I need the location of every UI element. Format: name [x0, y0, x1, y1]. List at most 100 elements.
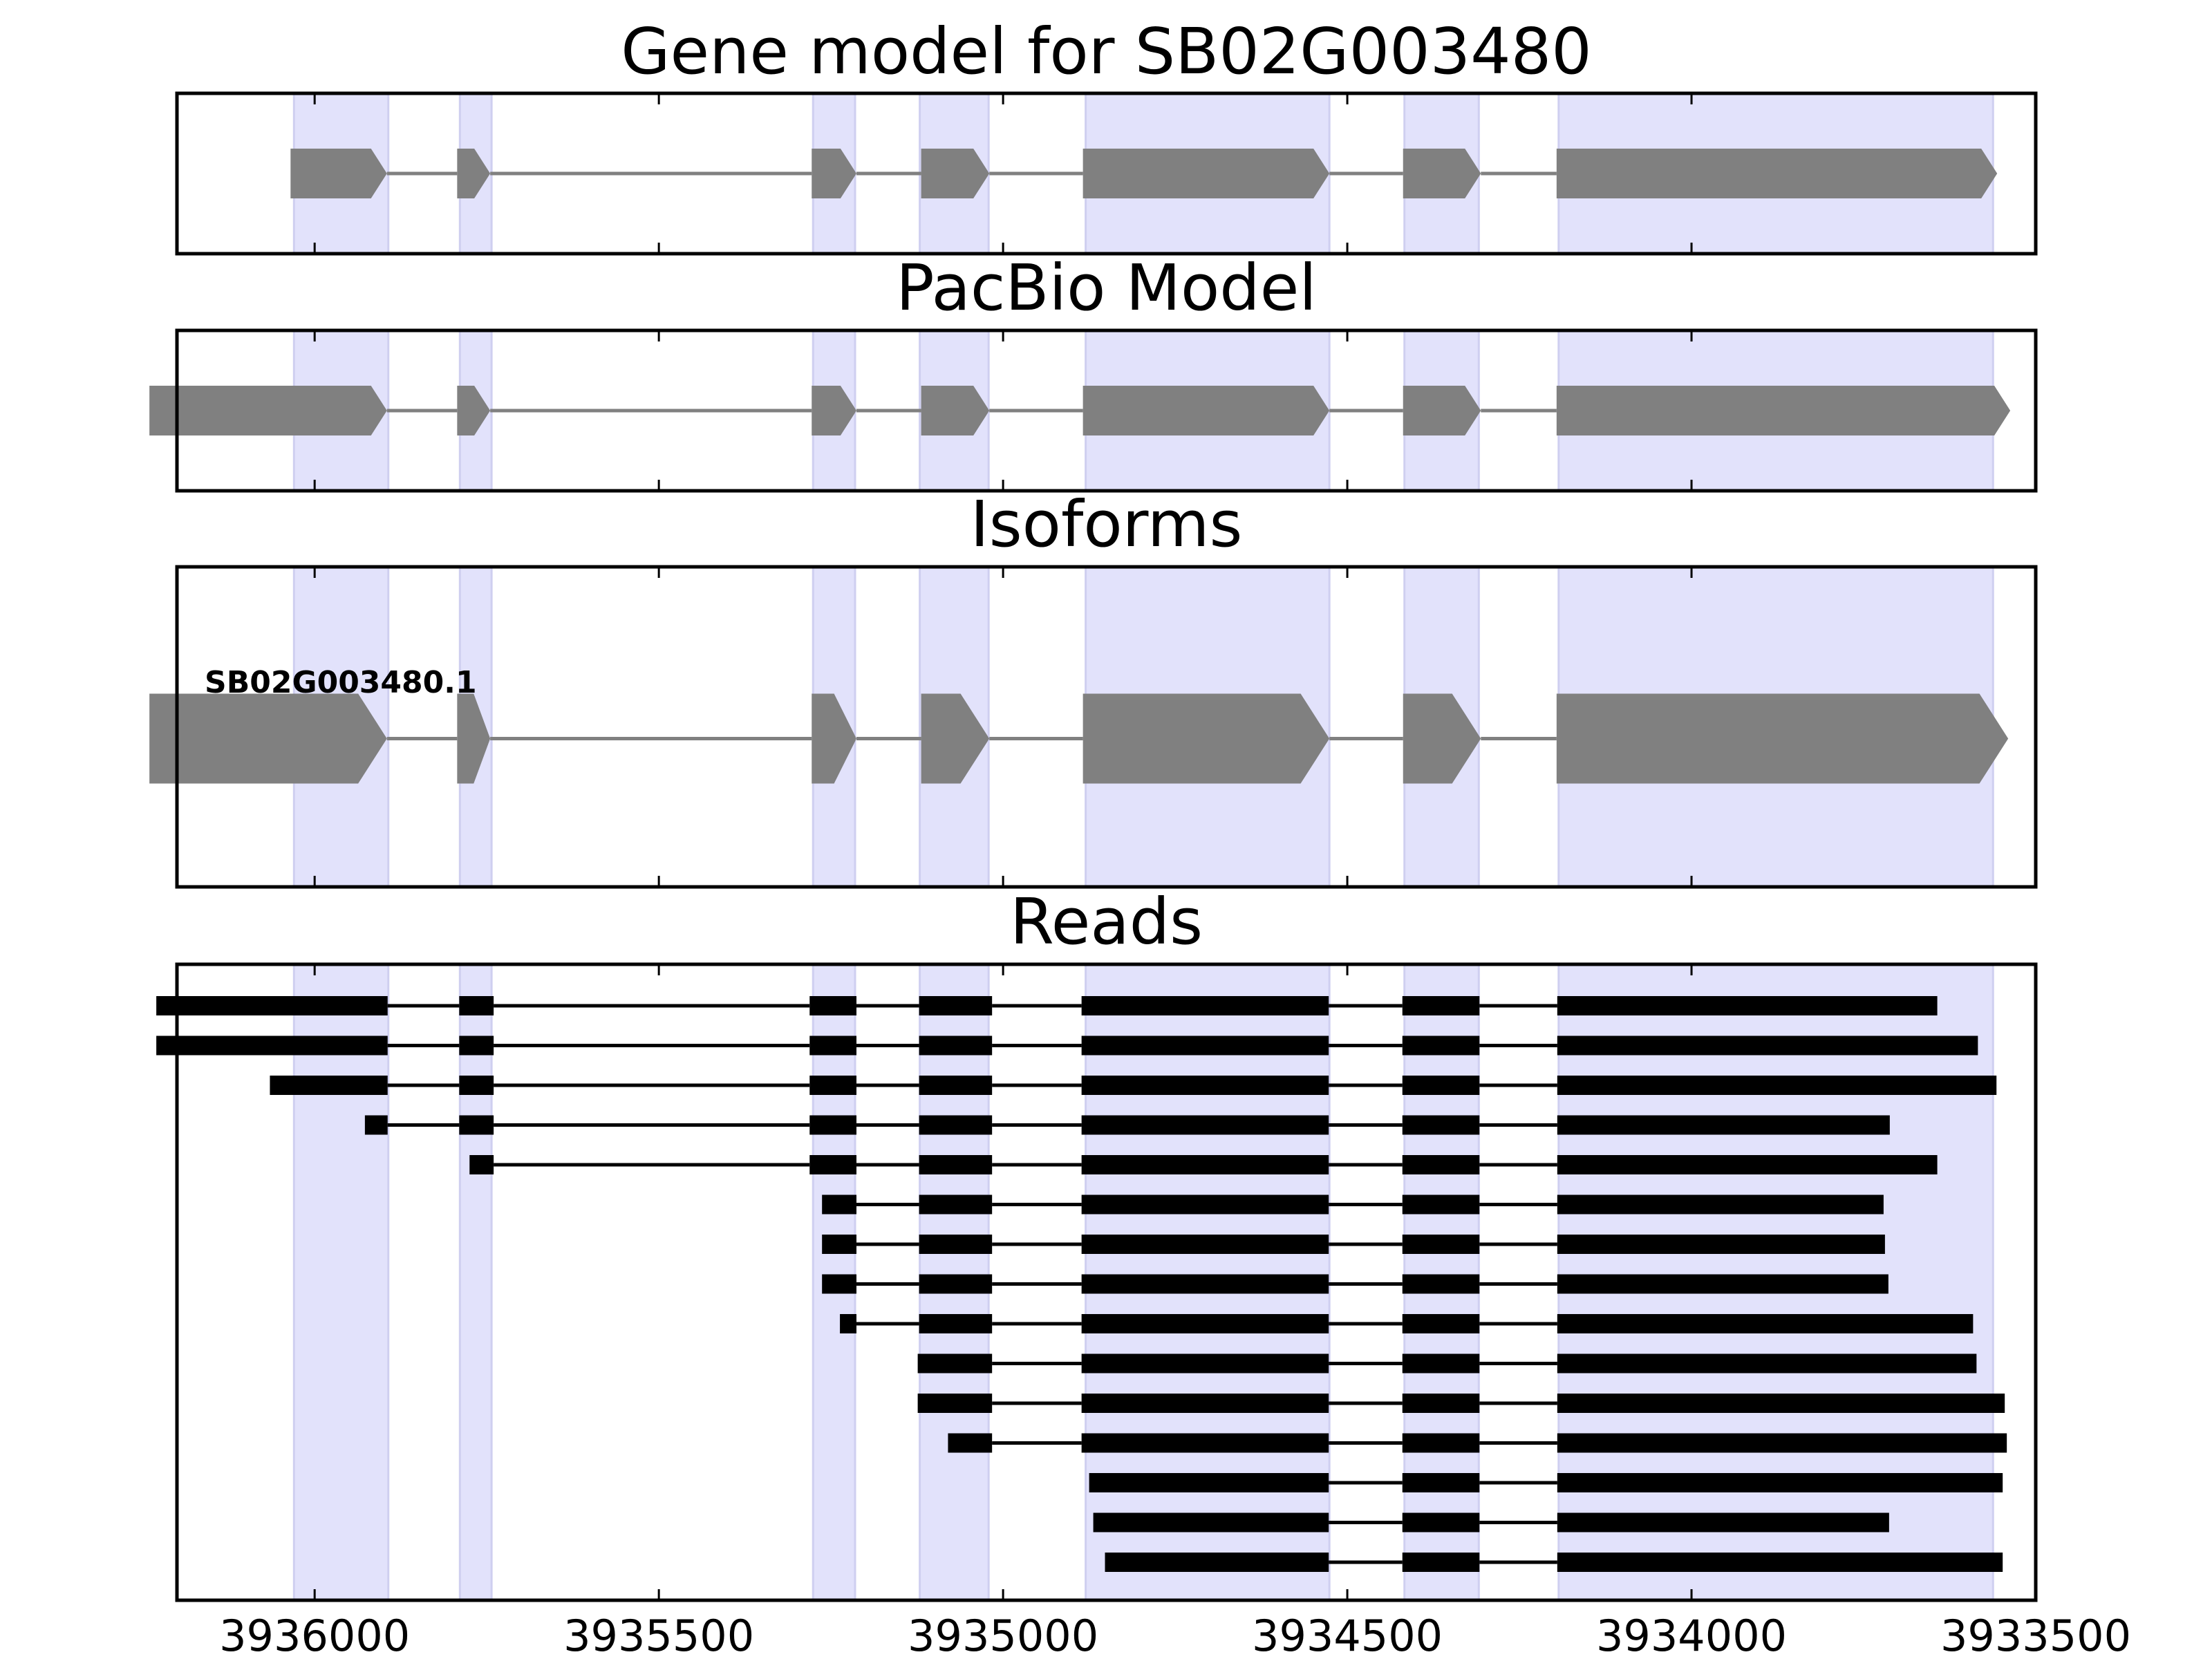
read-exon-block: [948, 1433, 993, 1453]
exon-block: [149, 693, 387, 784]
read-exon-block: [919, 1274, 993, 1294]
read-exon-block: [1557, 1035, 1978, 1056]
exon-block: [1403, 149, 1481, 198]
exon-block: [921, 386, 990, 435]
read-exon-block: [1402, 996, 1480, 1015]
read-7: [822, 1235, 1885, 1254]
read-exon-block: [459, 1115, 494, 1135]
read-exon-block: [156, 1035, 388, 1056]
panel-frame: [175, 565, 2038, 889]
read-exon-block: [1402, 1553, 1480, 1572]
read-exon-block: [1093, 1512, 1329, 1533]
read-12: [948, 1433, 2007, 1453]
read-exon-block: [1402, 1512, 1480, 1533]
read-exon-block: [1557, 1314, 1974, 1333]
read-exon-block: [1557, 1274, 1888, 1294]
x-tick-label: 3935000: [908, 1611, 1098, 1659]
exon-block: [1403, 693, 1481, 784]
panel-title: Reads: [1010, 885, 1203, 959]
exon-block: [1556, 386, 2011, 435]
read-exon-block: [1402, 1076, 1480, 1095]
exon-block: [921, 693, 990, 784]
read-11: [917, 1394, 2005, 1413]
read-exon-block: [809, 1076, 856, 1095]
panel-frame: [175, 328, 2038, 493]
read-exon-block: [1402, 1353, 1480, 1374]
read-exon-block: [1557, 1473, 2003, 1492]
read-exon-block: [1402, 1433, 1480, 1453]
read-exon-block: [919, 1194, 993, 1215]
read-3: [270, 1076, 1997, 1095]
read-5: [469, 1155, 1938, 1174]
exon-block: [1556, 149, 1998, 198]
exon-block: [457, 693, 491, 784]
read-exon-block: [809, 1155, 856, 1174]
read-exon-block: [919, 1155, 993, 1174]
read-exon-block: [1081, 1115, 1329, 1135]
read-exon-block: [1557, 1553, 2003, 1572]
read-exon-block: [1402, 1473, 1480, 1492]
read-exon-block: [919, 996, 993, 1015]
x-tick-label: 3935500: [563, 1611, 754, 1659]
read-exon-block: [459, 996, 494, 1015]
panel-title: PacBio Model: [896, 251, 1317, 325]
read-exon-block: [1081, 1433, 1329, 1453]
read-exon-block: [822, 1274, 856, 1294]
x-tick-label: 3933500: [1940, 1611, 2131, 1659]
exon-block: [457, 149, 491, 198]
read-exon-block: [809, 996, 856, 1015]
read-exon-block: [809, 1035, 856, 1056]
read-2: [156, 1035, 1978, 1056]
read-exon-block: [1402, 1115, 1480, 1135]
panel-4: Reads: [156, 885, 2038, 1602]
panel-frame: [175, 91, 2038, 256]
read-exon-block: [459, 1035, 494, 1056]
read-exon-block: [822, 1194, 856, 1215]
read-exon-block: [1081, 1155, 1329, 1174]
exon-block: [149, 386, 387, 435]
exon-highlight-band: [292, 963, 390, 1602]
read-exon-block: [469, 1155, 494, 1174]
read-exon-block: [364, 1115, 388, 1135]
x-axis: 3936000 3935500 3935000 3934500 3934000 39335…: [219, 1611, 2131, 1659]
read-10: [917, 1353, 1977, 1374]
read-exon-block: [917, 1353, 993, 1374]
read-exon-block: [809, 1115, 856, 1135]
read-exon-block: [1557, 1394, 2005, 1413]
read-exon-block: [1081, 1076, 1329, 1095]
panel-title: Gene model for SB02G003480: [621, 15, 1592, 88]
read-9: [840, 1314, 1974, 1333]
read-exon-block: [1081, 1314, 1329, 1333]
read-exon-block: [919, 1076, 993, 1095]
read-exon-block: [1081, 1394, 1329, 1413]
read-exon-block: [1557, 1512, 1889, 1533]
read-exon-block: [1557, 1115, 1890, 1135]
read-exon-block: [917, 1394, 993, 1413]
read-exon-block: [1402, 1155, 1480, 1174]
read-exon-block: [270, 1076, 388, 1095]
exon-highlight-band: [458, 963, 493, 1602]
read-exon-block: [1402, 1235, 1480, 1254]
read-exon-block: [1557, 1433, 2007, 1453]
read-exon-block: [1557, 1353, 1977, 1374]
read-exon-block: [919, 1235, 993, 1254]
exon-block: [1082, 149, 1330, 198]
x-tick-label: 3934000: [1596, 1611, 1787, 1659]
x-tick-label: 3936000: [219, 1611, 410, 1659]
exon-block: [1082, 693, 1330, 784]
read-exon-block: [840, 1314, 856, 1333]
read-6: [822, 1194, 1884, 1215]
exon-block: [921, 149, 990, 198]
read-exon-block: [1402, 1194, 1480, 1215]
x-tick-label: 3934500: [1252, 1611, 1443, 1659]
exon-block: [1082, 386, 1330, 435]
read-13: [1089, 1473, 2003, 1492]
panel-2: PacBio Model: [149, 251, 2038, 493]
panel-3: Isoforms SB02G003480.1: [149, 487, 2038, 889]
panel-title: Isoforms: [971, 487, 1243, 561]
exon-block: [812, 693, 856, 784]
read-exon-block: [1081, 1274, 1329, 1294]
read-exon-block: [1557, 1235, 1885, 1254]
exon-block: [457, 386, 491, 435]
